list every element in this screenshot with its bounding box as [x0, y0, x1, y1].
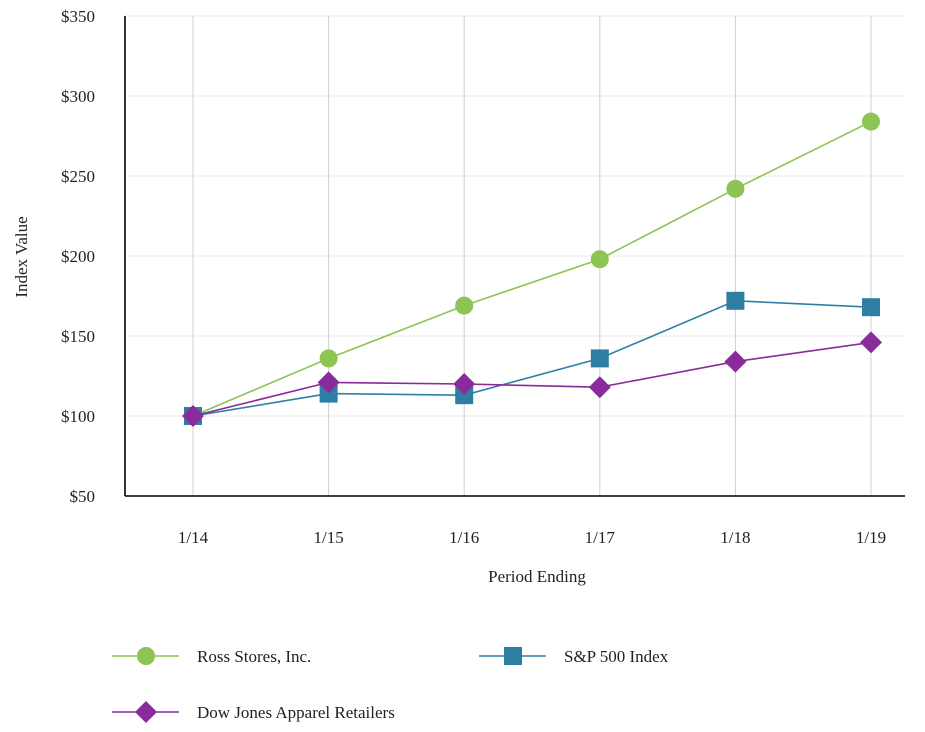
series-line-0 [192, 120, 872, 417]
data-point-series-1 [455, 386, 474, 405]
y-axis-label: Index Value [12, 216, 31, 297]
y-tick-label: $250 [61, 167, 95, 186]
legend-label: Dow Jones Apparel Retailers [197, 703, 395, 722]
y-tick-label: $200 [61, 247, 95, 266]
legend-marker [135, 701, 157, 723]
data-point-series-2 [182, 405, 204, 427]
x-axis-label: Period Ending [488, 567, 586, 586]
x-tick-label: 1/15 [313, 528, 343, 547]
series-line-1 [192, 299, 872, 417]
legend-item-2: Dow Jones Apparel Retailers [112, 701, 395, 723]
y-tick-label: $350 [61, 7, 95, 26]
x-tick-label: 1/14 [178, 528, 209, 547]
data-point-series-1 [319, 384, 338, 403]
series-line-2 [192, 341, 872, 417]
legend-label: S&P 500 Index [564, 647, 669, 666]
y-tick-label: $300 [61, 87, 95, 106]
data-point-series-2 [724, 350, 747, 373]
data-point-series-2 [317, 371, 340, 394]
data-point-series-0 [590, 250, 609, 269]
data-point-series-0 [726, 179, 745, 198]
data-point-series-0 [319, 349, 338, 368]
legend-item-0: Ross Stores, Inc. [112, 647, 311, 666]
series-markers [182, 112, 882, 427]
series-lines [192, 120, 872, 417]
legend-marker [504, 647, 522, 665]
x-tick-label: 1/17 [585, 528, 616, 547]
y-tick-label: $150 [61, 327, 95, 346]
data-point-series-1 [862, 298, 880, 317]
x-tick-label: 1/16 [449, 528, 479, 547]
axes: $50 $100 $150 $200 $250 $300 $350 1/14 1/15 1/16 1… [61, 7, 905, 547]
legend-marker [137, 647, 155, 665]
x-tick-label: 1/18 [720, 528, 750, 547]
grid [125, 15, 905, 497]
data-point-series-0 [862, 112, 880, 131]
y-tick-label: $50 [70, 487, 96, 506]
legend: Ross Stores, Inc. S&P 500 Index Dow Jones … [112, 647, 669, 723]
y-tick-label: $100 [61, 407, 95, 426]
data-point-series-2 [453, 373, 476, 395]
x-tick-label: 1/19 [856, 528, 886, 547]
legend-item-1: S&P 500 Index [479, 647, 669, 666]
data-point-series-2 [860, 331, 882, 354]
data-point-series-1 [590, 349, 609, 368]
data-point-series-0 [455, 296, 474, 315]
data-point-series-2 [588, 376, 611, 399]
legend-label: Ross Stores, Inc. [197, 647, 311, 666]
data-point-series-1 [726, 291, 745, 310]
